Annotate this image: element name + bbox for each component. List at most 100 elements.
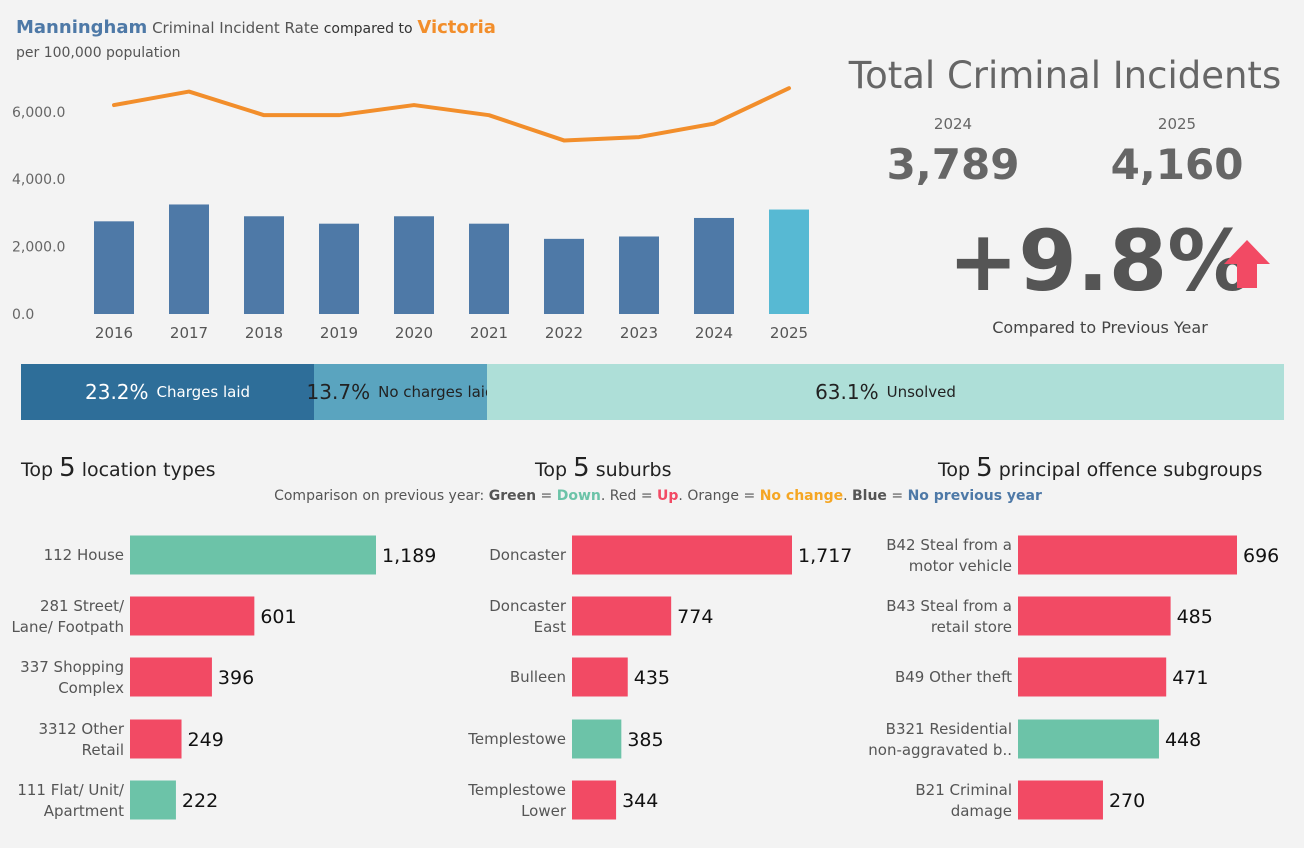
outcome-pct: 23.2% [85, 380, 149, 404]
hbar-category-label: B321 Residential [886, 720, 1012, 738]
kpi-change-label: Compared to Previous Year [992, 318, 1208, 337]
bar-2019[interactable] [319, 223, 359, 314]
hbar-category-label: Complex [58, 679, 124, 697]
hbar[interactable] [1018, 535, 1237, 575]
x-tick-label: 2022 [545, 324, 583, 342]
hbar-value: 774 [677, 606, 713, 628]
outcome-bar: 23.2% Charges laid 13.7% No charges laid… [21, 364, 1284, 420]
hbar-category-label: East [534, 618, 566, 636]
hbar[interactable] [130, 535, 376, 575]
legend-green-word: Green [488, 488, 537, 504]
hbar-category-label: motor vehicle [909, 557, 1012, 575]
hbar-category-label: non-aggravated b.. [868, 741, 1012, 759]
locations-bar-chart: 1,189 112 House 601 281 Street/Lane/ Footpa… [11, 535, 436, 820]
bar-2017[interactable] [169, 204, 209, 314]
hbar[interactable] [572, 596, 672, 636]
outcome-segment-no-charges[interactable]: 13.7% No charges laid [307, 364, 495, 420]
hbar[interactable] [572, 780, 617, 820]
x-tick-label: 2018 [245, 324, 283, 342]
hbar-category-label: Apartment [44, 802, 124, 820]
hbar[interactable] [1018, 596, 1171, 636]
hbar[interactable] [130, 719, 182, 759]
hbar[interactable] [1018, 719, 1159, 759]
outcome-segment-charges[interactable]: 23.2% Charges laid [21, 364, 315, 420]
hbar-category-label: Bulleen [510, 668, 566, 686]
hbar[interactable] [130, 596, 255, 636]
bar-2023[interactable] [619, 236, 659, 314]
hbar-value: 448 [1165, 729, 1201, 751]
title-num: 5 [59, 453, 76, 483]
bar-2016[interactable] [94, 221, 134, 314]
title-pre: Top [535, 459, 568, 481]
hbar-category-label: B49 Other theft [895, 668, 1012, 686]
hbar[interactable] [572, 535, 792, 575]
title-post: suburbs [595, 459, 672, 481]
outcome-pct: 13.7% [306, 380, 371, 404]
legend-red-word: Red [609, 488, 637, 504]
panel-title-suburbs: Top 5 suburbs [535, 453, 672, 483]
kpi-title: Total Criminal Incidents [848, 54, 1282, 97]
hbar[interactable] [572, 719, 622, 759]
hbar-category-label: 3312 Other [38, 720, 124, 738]
hbar-category-label: B42 Steal from a [886, 536, 1012, 554]
hbar-category-label: Templestowe [467, 730, 566, 748]
hbar[interactable] [572, 657, 628, 697]
chart-title: Manningham Criminal Incident Rate compar… [16, 17, 496, 38]
x-tick-label: 2023 [620, 324, 658, 342]
outcome-label: Unsolved [886, 383, 956, 401]
y-tick-label: 6,000.0 [12, 105, 65, 121]
title-pre: Top [938, 459, 971, 481]
hbar-category-label: 112 House [44, 546, 124, 564]
x-tick-label: 2017 [170, 324, 208, 342]
bar-2018[interactable] [244, 216, 284, 314]
hbar-category-label: Doncaster [489, 546, 567, 564]
title-post: location types [81, 459, 216, 481]
hbar-value: 1,717 [798, 545, 852, 567]
title-state: Victoria [417, 17, 496, 38]
victoria-line[interactable] [112, 86, 791, 143]
hbar-category-label: Retail [82, 741, 124, 759]
x-tick-label: 2025 [770, 324, 808, 342]
y-tick-label: 0.0 [12, 307, 34, 323]
hbar[interactable] [1018, 780, 1103, 820]
y-tick-label: 4,000.0 [12, 172, 65, 188]
bar-2022[interactable] [544, 238, 584, 314]
hbar-category-label: 281 Street/ [40, 597, 125, 615]
hbar[interactable] [1018, 657, 1167, 697]
arrow-up-icon [1224, 240, 1270, 288]
outcome-pct: 63.1% [815, 380, 879, 404]
legend-red-meaning: Up [657, 488, 679, 504]
title-area: Manningham [16, 17, 148, 38]
kpi-change: +9.8% [948, 212, 1252, 310]
bar-2025[interactable] [769, 209, 809, 314]
chart-subtitle: per 100,000 population [16, 45, 181, 61]
hbar-value: 344 [622, 790, 658, 812]
outcome-segment-unsolved[interactable]: 63.1% Unsolved [487, 364, 1284, 420]
legend-prefix: Comparison on previous year: [274, 488, 485, 504]
hbar-category-label: Lower [521, 802, 567, 820]
outcome-label: Charges laid [156, 383, 251, 401]
bar-2020[interactable] [394, 216, 434, 314]
title-num: 5 [976, 453, 993, 483]
y-tick-label: 2,000.0 [12, 240, 65, 256]
kpi-year-curr: 2025 [1157, 115, 1197, 133]
x-tick-label: 2016 [95, 324, 133, 342]
hbar[interactable] [130, 657, 212, 697]
hbar-category-label: Templestowe [467, 781, 566, 799]
legend-blue-word: Blue [852, 488, 887, 504]
title-post: principal offence subgroups [998, 459, 1263, 481]
hbar[interactable] [130, 780, 176, 820]
hbar-value: 222 [182, 790, 218, 812]
legend-orange-meaning: No change [759, 488, 844, 504]
hbar-value: 601 [260, 606, 296, 628]
trend-chart: 0.0 2,000.0 4,000.0 6,000.0 2016 2017 2018 2019… [12, 86, 809, 342]
hbar-value: 249 [188, 729, 224, 751]
kpi-value-curr: 4,160 [1110, 140, 1244, 189]
legend-green-meaning: Down [556, 488, 601, 504]
x-tick-label: 2024 [695, 324, 733, 342]
bar-2024[interactable] [694, 217, 734, 314]
bar-2021[interactable] [469, 223, 509, 314]
title-num: 5 [573, 453, 590, 483]
hbar-category-label: retail store [931, 618, 1012, 636]
hbar-category-label: damage [951, 802, 1012, 820]
